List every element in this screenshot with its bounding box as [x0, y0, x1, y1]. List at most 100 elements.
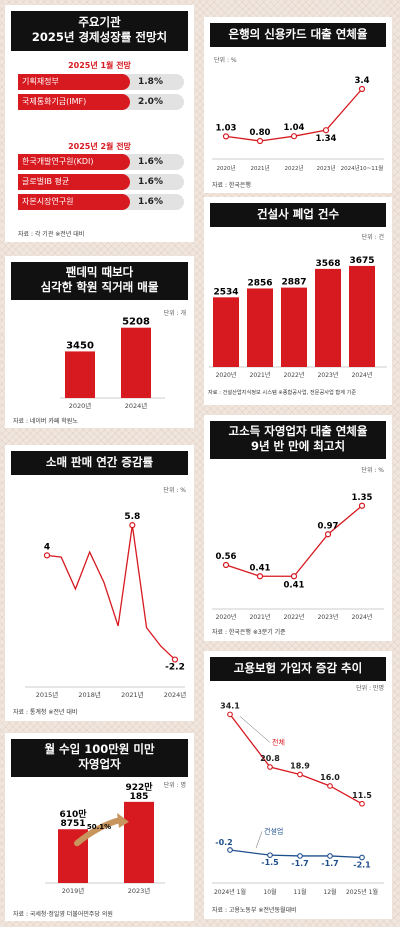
self-employed-panel: 월 수입 100만원 미만 자영업자 단위 : 명 610만 8751 2019년 9…	[5, 733, 194, 921]
data-label: 20.8	[260, 754, 280, 763]
x-tick-label: 2022년	[284, 164, 303, 172]
data-label: 0.80	[250, 128, 271, 138]
january-forecast-row: 국제통화기금(IMF) 2.0%	[18, 94, 184, 110]
x-tick-label: 2015년	[36, 690, 59, 699]
january-forecast-row: 기획재정부 1.8%	[18, 74, 184, 90]
gdp-forecast-title: 주요기관 2025년 경제성장률 전망치	[11, 11, 188, 51]
academy-unit: 단위 : 개	[163, 310, 186, 317]
bar	[281, 287, 307, 367]
employment-insurance-title: 고용보험 가입자 증감 추이	[210, 657, 386, 681]
data-label: 1.04	[284, 123, 305, 133]
construction-unit: 단위 : 건	[361, 234, 384, 241]
high-income-delinquency-panel: 고소득 자영업자 대출 연체율 9년 반 만에 최고치 단위 : % 0.56 2…	[204, 415, 392, 641]
data-point	[43, 552, 51, 559]
title-line-1: 주요기관	[78, 15, 121, 29]
x-tick-label: 2023년	[318, 371, 339, 379]
retail-source: 자료 : 통계청 ※전년 대비	[13, 709, 78, 716]
february-forecast-row: 한국개발연구원(KDI) 1.6%	[18, 154, 184, 170]
february-forecast-subtitle: 2025년 2월 전망	[68, 142, 131, 151]
data-label: 0.41	[250, 563, 271, 573]
gdp-source: 자료 : 각 기관 ※전년 대비	[18, 231, 85, 238]
data-label: 0.97	[318, 521, 339, 531]
data-label: -2.2	[165, 663, 185, 673]
february-forecast-row-label: 자본시장연구원	[18, 194, 130, 210]
growth-arrow	[74, 816, 124, 847]
title-line-1: 월 수입 100만원 미만	[44, 742, 155, 756]
data-point	[358, 85, 366, 93]
card-unit: 단위 : %	[214, 57, 237, 64]
bar-value-label: 3675	[349, 256, 374, 266]
february-forecast-rows: 한국개발연구원(KDI) 1.6% 글로벌IB 평균 1.6% 자본시장연구원 1.6%	[18, 154, 184, 214]
x-tick-label: 2024년	[125, 401, 148, 410]
high-income-title: 고소득 자영업자 대출 연체율 9년 반 만에 최고치	[210, 421, 386, 459]
data-point	[290, 133, 298, 140]
february-forecast-row-label: 글로벌IB 평균	[18, 174, 130, 190]
construction-series-line	[229, 849, 363, 859]
data-point	[222, 133, 230, 140]
x-tick-label: 2024년	[164, 690, 187, 699]
total-series-line	[229, 714, 363, 805]
x-tick-label: 2021년	[250, 164, 269, 172]
data-label: 1.03	[216, 123, 237, 133]
retail-sales-panel: 소매 판매 연간 증감률 단위 : % 4 5.8 -2.2 2015년 2018년 20…	[5, 445, 194, 721]
title-line-2: 2025년 경제성장률 전망치	[31, 30, 168, 44]
data-point	[359, 800, 365, 807]
data-point	[222, 561, 230, 569]
x-tick-label: 2020년	[216, 164, 235, 172]
construction-bar-chart: 2534 2020년 2856 2021년 2887 2022년 3568 2023년 3675…	[209, 256, 387, 379]
x-tick-label: 11월	[293, 888, 306, 896]
data-label: 11.5	[352, 791, 372, 800]
data-label: -1.5	[261, 858, 279, 867]
data-point	[327, 853, 333, 859]
title-line: 건설사 폐업 건수	[256, 207, 340, 221]
high-income-line-chart: 0.56 2020년 0.41 2021년 0.41 2022년 0.97 2023년 1.35…	[212, 493, 384, 621]
x-tick-label: 2024년10~11월	[341, 164, 384, 172]
data-label: 16.0	[320, 773, 340, 782]
bar	[65, 351, 95, 398]
card-source: 자료 : 한국은행	[212, 182, 251, 189]
data-point	[256, 137, 264, 145]
x-tick-label: 2022년	[284, 613, 305, 621]
data-point	[129, 522, 136, 529]
data-point	[297, 771, 303, 778]
title-line: 은행의 신용카드 대출 연체율	[228, 27, 368, 41]
february-forecast-row-value: 1.6%	[138, 197, 163, 207]
academy-bar-chart: 3450 2020년 5208 2024년	[60, 317, 165, 410]
title-line-2: 자영업자	[78, 757, 121, 771]
x-tick-label: 2021년	[250, 371, 271, 379]
academy-listing-panel: 팬데믹 때보다 심각한 학원 직거래 매물 단위 : 개 3450 2020년 52…	[5, 256, 194, 428]
x-tick-label: 2019년	[62, 886, 85, 895]
january-forecast-row-label: 국제통화기금(IMF)	[18, 94, 130, 110]
january-forecast-rows: 기획재정부 1.8% 국제통화기금(IMF) 2.0%	[18, 74, 184, 114]
bar-value-label: 922만	[125, 781, 153, 793]
construction-series-name: 건설업	[264, 826, 283, 835]
data-label: 0.56	[216, 552, 237, 562]
total-series-leader	[239, 716, 271, 743]
title-line-1: 팬데믹 때보다	[65, 265, 134, 279]
x-tick-label: 2024년	[352, 613, 373, 621]
x-tick-label: 12월	[323, 888, 336, 896]
high-income-unit: 단위 : %	[361, 467, 384, 474]
data-label: 0.41	[284, 580, 305, 590]
self-employed-unit: 단위 : 명	[163, 782, 186, 789]
bar-value-label: 2856	[247, 278, 272, 288]
data-label: 1.35	[352, 493, 373, 503]
data-label: -0.2	[215, 838, 233, 847]
construction-closures-panel: 건설사 폐업 건수 단위 : 건 2534 2020년 2856 2021년 2887 2…	[204, 197, 392, 405]
x-tick-label: 2025년 1월	[346, 888, 378, 896]
growth-arrow-head	[117, 812, 129, 828]
bar-value-label: 610만	[59, 808, 87, 820]
bar-value-label: 3568	[315, 259, 340, 269]
bar	[124, 801, 154, 883]
card-delinquency-title: 은행의 신용카드 대출 연체율	[210, 23, 386, 47]
january-forecast-subtitle: 2025년 1월 전망	[68, 61, 131, 70]
bar	[247, 288, 273, 367]
employment-line-chart: 34.1 20.8 18.9 16.0 11.5 -0.2 -1.5 -1.7 -1.7 -2.1…	[212, 701, 384, 896]
x-tick-label: 2023년	[318, 613, 339, 621]
data-point	[256, 573, 264, 580]
january-forecast-row-value: 2.0%	[138, 97, 163, 107]
data-label: 3.4	[354, 76, 369, 86]
data-point	[297, 853, 303, 859]
construction-source: 자료 : 건설산업지식정보 시스템 ※종합공사업, 전문공사업 합계 기준	[208, 390, 357, 396]
